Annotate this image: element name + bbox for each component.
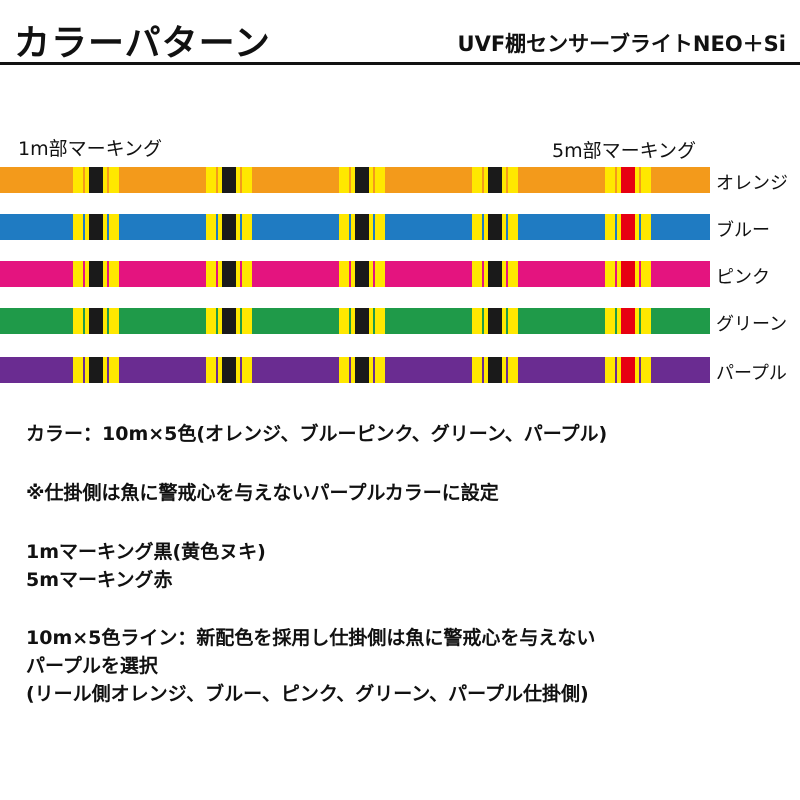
line-green [0, 308, 710, 334]
marking-gap [506, 167, 508, 193]
marking-gap [216, 261, 218, 287]
marking-1m-black [355, 167, 369, 193]
page-title: カラーパターン [14, 23, 271, 64]
marking-gap [107, 261, 109, 287]
marking-1m-black [89, 214, 103, 240]
desc-line-order: (リール側オレンジ、ブルー、ピンク、グリーン、パープル仕掛側) [26, 683, 589, 705]
marking-gap [506, 308, 508, 334]
marking-gap [349, 214, 351, 240]
marking-gap [107, 308, 109, 334]
desc-colors: カラー：10m×5色(オレンジ、ブルーピンク、グリーン、パープル) [26, 423, 608, 445]
product-name: UVF棚センサーブライトNEO＋Si [457, 32, 786, 56]
marking-gap [240, 261, 242, 287]
marking-gap [482, 214, 484, 240]
marking-1m-black [355, 261, 369, 287]
marking-gap [240, 308, 242, 334]
marking-gap [349, 167, 351, 193]
marking-gap [373, 261, 375, 287]
marking-1m-black [89, 261, 103, 287]
marking-1m-black [488, 261, 502, 287]
header-divider [0, 62, 800, 65]
line-green-label: グリーン [716, 314, 788, 335]
marking-gap [373, 308, 375, 334]
marking-1m-black [488, 308, 502, 334]
marking-gap [216, 308, 218, 334]
marking-gap [639, 214, 641, 240]
desc-1m-marking: 1mマーキング黒(黄色ヌキ) [26, 541, 266, 563]
marking-gap [349, 261, 351, 287]
marking-gap [83, 214, 85, 240]
marking-gap [373, 214, 375, 240]
marking-1m-black [488, 167, 502, 193]
marking-1m-black [89, 357, 103, 383]
marking-gap [615, 167, 617, 193]
marking-gap [216, 214, 218, 240]
marking-gap [639, 357, 641, 383]
marking-1m-black [222, 261, 236, 287]
marking-1m-black [488, 357, 502, 383]
marking-gap [482, 261, 484, 287]
marking-gap [373, 357, 375, 383]
marking-gap [83, 261, 85, 287]
marking-gap [482, 167, 484, 193]
marking-gap [506, 214, 508, 240]
marking-gap [639, 167, 641, 193]
marking-gap [615, 308, 617, 334]
marking-gap [615, 214, 617, 240]
marking-1m-black [89, 167, 103, 193]
line-pink [0, 261, 710, 287]
marking-gap [639, 261, 641, 287]
marking-gap [240, 214, 242, 240]
marking-gap [615, 261, 617, 287]
marking-5m-red [621, 308, 635, 334]
line-orange [0, 167, 710, 193]
marking-5m-red [621, 357, 635, 383]
marking-gap [482, 308, 484, 334]
line-purple [0, 357, 710, 383]
line-blue-label: ブルー [716, 220, 770, 241]
marking-gap [83, 357, 85, 383]
marking-1m-black [222, 167, 236, 193]
marking-gap [240, 357, 242, 383]
line-pink-label: ピンク [716, 267, 770, 288]
marking-gap [349, 357, 351, 383]
marking-gap [349, 308, 351, 334]
marking-gap [83, 308, 85, 334]
marking-1m-black [355, 308, 369, 334]
marking-1m-black [222, 308, 236, 334]
marking-gap [216, 167, 218, 193]
marking-1m-black [89, 308, 103, 334]
label-5m-marking: 5m部マーキング [552, 140, 697, 162]
desc-purple-note: ※仕掛側は魚に警戒心を与えないパープルカラーに設定 [26, 482, 499, 504]
desc-line-concept: 10m×5色ライン：新配色を採用し仕掛側は魚に警戒心を与えない [26, 627, 596, 649]
marking-gap [506, 357, 508, 383]
desc-purple-choice: パープルを選択 [26, 655, 158, 677]
marking-1m-black [222, 357, 236, 383]
desc-5m-marking: 5mマーキング赤 [26, 569, 173, 591]
marking-gap [639, 308, 641, 334]
marking-gap [615, 357, 617, 383]
marking-gap [216, 357, 218, 383]
marking-gap [83, 167, 85, 193]
marking-1m-black [222, 214, 236, 240]
marking-gap [107, 214, 109, 240]
marking-gap [482, 357, 484, 383]
label-1m-marking: 1m部マーキング [18, 138, 163, 160]
marking-5m-red [621, 214, 635, 240]
marking-5m-red [621, 167, 635, 193]
line-purple-label: パープル [716, 363, 787, 384]
marking-5m-red [621, 261, 635, 287]
marking-gap [240, 167, 242, 193]
line-blue [0, 214, 710, 240]
marking-gap [373, 167, 375, 193]
marking-1m-black [488, 214, 502, 240]
marking-gap [506, 261, 508, 287]
marking-gap [107, 357, 109, 383]
line-orange-label: オレンジ [716, 173, 788, 194]
marking-gap [107, 167, 109, 193]
marking-1m-black [355, 214, 369, 240]
marking-1m-black [355, 357, 369, 383]
